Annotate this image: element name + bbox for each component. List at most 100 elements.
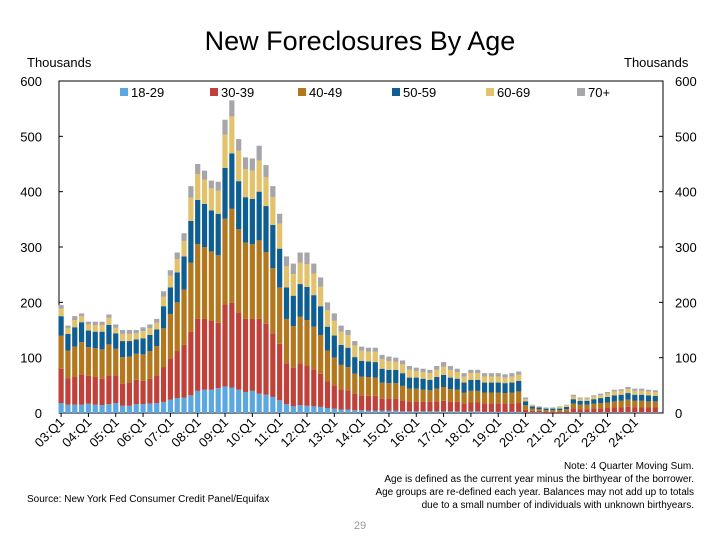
bar-segment [331,313,337,321]
bar-segment [529,406,535,409]
bar-segment [604,391,611,394]
bar-segment [536,409,542,411]
chart-title: New Foreclosures By Age [204,26,516,56]
bar-segment [324,350,331,382]
bar-segment [645,389,652,392]
bar-segment [72,327,78,347]
bar-segment [639,412,645,413]
bar-segment [324,381,331,409]
bar-segment [427,401,433,412]
bar-segment [618,400,624,408]
bar-segment [270,396,276,413]
x-tick-label: 17:Q1 [414,415,450,451]
bar-segment [625,386,631,390]
bar-segment [92,325,98,332]
bar-segment [174,259,180,273]
bar-segment [632,407,638,413]
bar-segment [188,331,194,396]
bar-segment [611,395,617,402]
bar-segment [236,229,242,313]
bar-segment [570,403,576,409]
bar-segment [406,365,413,370]
bar-segment [577,404,583,410]
bar-segment [604,393,611,397]
bar-segment [331,408,337,413]
bar-segment [92,404,98,413]
bar-segment [283,363,290,405]
bar-segment [543,408,549,411]
bar-segment [502,383,508,394]
bar-segment [72,404,78,413]
bar-segment [58,335,64,369]
bar-segment [413,401,419,412]
bar-segment [591,396,597,400]
bar-segment [468,369,474,374]
bar-segment [147,328,153,335]
bar-segment [263,251,269,324]
x-tick-label: 12:Q1 [277,415,313,451]
bar-segment [154,329,160,347]
bar-segment [147,351,153,379]
bar-segment [78,322,85,343]
bar-segment [201,170,208,180]
bar-segment [393,398,399,411]
bar-segment [331,385,337,409]
bar-segment [359,350,365,361]
bar-segment [488,411,494,413]
bar-segment [413,411,419,413]
bar-segment [119,383,126,406]
bar-segment [495,411,501,413]
bar-segment [324,310,331,327]
bar-segment [222,304,228,387]
bar-segment [372,377,378,396]
bar-segment [181,289,187,345]
bar-segment [365,395,372,411]
bar-segment [331,357,337,386]
bar-segment [195,318,201,391]
bar-segment [406,411,413,413]
bar-segment [174,252,180,260]
bar-segment [249,170,255,199]
bar-segment [440,411,447,413]
bar-segment [297,316,303,364]
bar-segment [584,398,590,401]
bar-segment [372,362,378,378]
bar-segment [181,397,187,413]
bar-segment [652,391,658,396]
bar-segment [229,100,235,117]
bar-segment [365,351,372,362]
bar-segment [263,323,269,395]
bar-segment [461,392,467,404]
bar-segment [345,334,351,348]
bar-segment [283,318,290,364]
bar-segment [167,275,173,288]
bar-segment [167,358,173,400]
bar-segment [283,266,290,288]
bar-segment [215,190,221,214]
x-tick-label: 20:Q1 [496,415,532,451]
bar-segment [420,411,426,413]
bar-segment [427,411,433,413]
bar-segment [236,150,242,182]
bar-segment [352,373,358,394]
bar-segment [577,398,583,401]
bar-segment [181,256,187,290]
bar-segment [195,164,201,174]
bar-segment [509,392,515,404]
bar-segment [99,349,105,379]
bars-group [58,100,658,413]
bar-segment [113,333,119,349]
legend-label: 30-39 [221,85,254,100]
bar-segment [563,404,570,406]
bar-segment [85,375,92,404]
bar-segment [256,160,262,192]
bar-segment [379,398,385,411]
bar-segment [645,395,652,402]
bar-segment [639,388,645,391]
bar-segment [324,326,331,351]
bar-segment [481,376,488,383]
bar-segment [468,402,474,412]
bar-segment [65,333,71,351]
bar-segment [119,405,126,413]
y-tick-label: 100 [675,351,697,366]
